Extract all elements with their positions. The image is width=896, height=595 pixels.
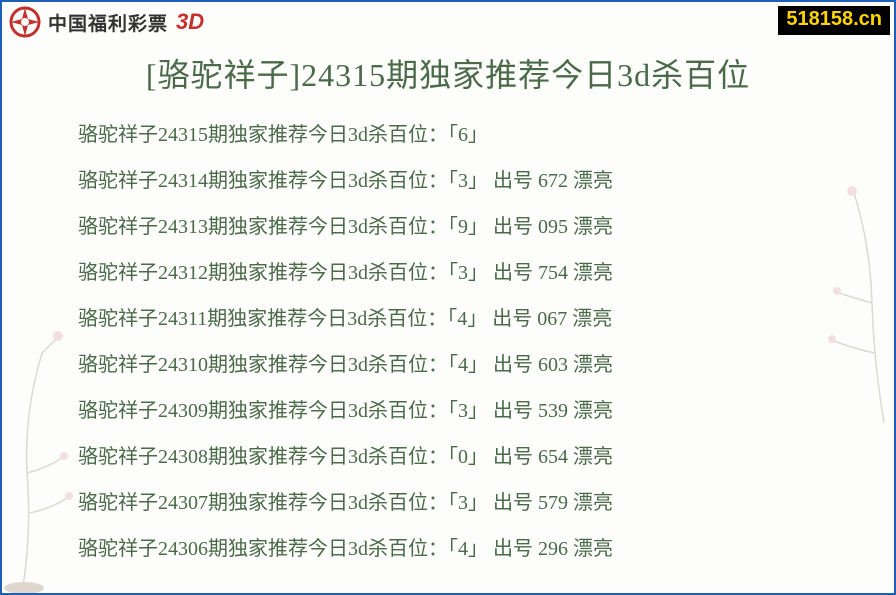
header: 中国福利彩票 3D: [8, 5, 204, 39]
prediction-row: 骆驼祥子24312期独家推荐今日3d杀百位：「3」 出号 754 漂亮: [78, 258, 818, 288]
prediction-row: 骆驼祥子24306期独家推荐今日3d杀百位：「4」 出号 296 漂亮: [78, 534, 818, 564]
prediction-row: 骆驼祥子24313期独家推荐今日3d杀百位：「9」 出号 095 漂亮: [78, 212, 818, 242]
prediction-row: 骆驼祥子24311期独家推荐今日3d杀百位：「4」 出号 067 漂亮: [78, 304, 818, 334]
brand-text: 中国福利彩票: [48, 9, 168, 36]
prediction-list: 骆驼祥子24315期独家推荐今日3d杀百位：「6」骆驼祥子24314期独家推荐今…: [42, 120, 854, 564]
url-tag: 518158.cn: [778, 6, 890, 35]
brand-3d: 3D: [176, 9, 204, 35]
prediction-row: 骆驼祥子24315期独家推荐今日3d杀百位：「6」: [78, 120, 818, 150]
page-title: [骆驼祥子]24315期独家推荐今日3d杀百位: [42, 50, 854, 96]
page-frame: 中国福利彩票 3D 518158.cn [骆驼祥子]24315期独家推荐今日3d…: [0, 0, 896, 595]
lottery-logo-icon: [8, 5, 42, 39]
prediction-row: 骆驼祥子24308期独家推荐今日3d杀百位：「0」 出号 654 漂亮: [78, 442, 818, 472]
prediction-row: 骆驼祥子24314期独家推荐今日3d杀百位：「3」 出号 672 漂亮: [78, 166, 818, 196]
prediction-row: 骆驼祥子24310期独家推荐今日3d杀百位：「4」 出号 603 漂亮: [78, 350, 818, 380]
prediction-row: 骆驼祥子24307期独家推荐今日3d杀百位：「3」 出号 579 漂亮: [78, 488, 818, 518]
prediction-row: 骆驼祥子24309期独家推荐今日3d杀百位：「3」 出号 539 漂亮: [78, 396, 818, 426]
content: [骆驼祥子]24315期独家推荐今日3d杀百位 骆驼祥子24315期独家推荐今日…: [2, 50, 894, 593]
